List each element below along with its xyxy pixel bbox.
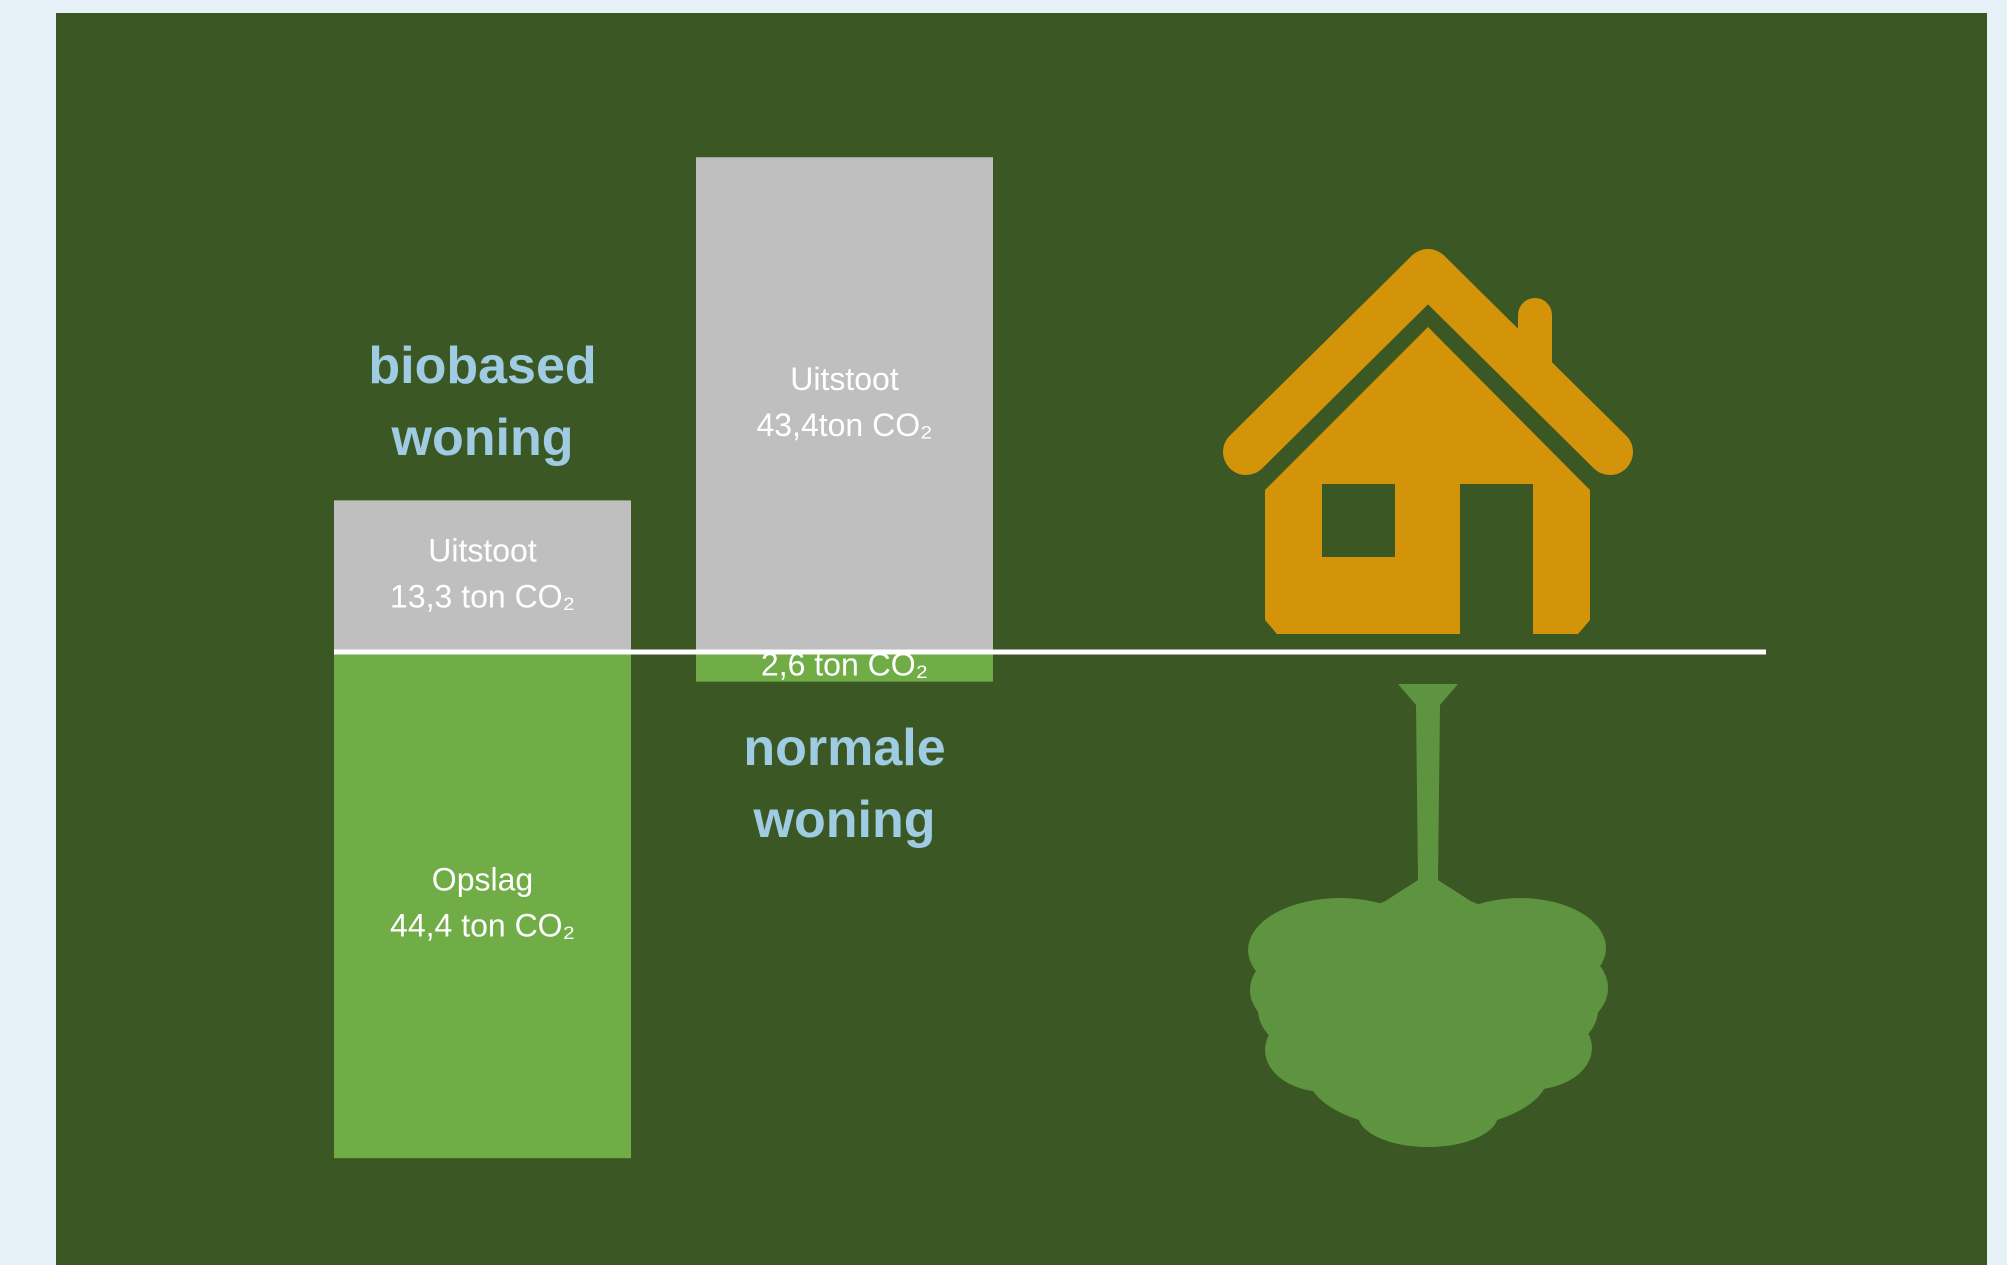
category-label: biobased woning: [368, 337, 597, 468]
value-label: 43,4ton CO₂: [756, 407, 932, 443]
category-label: normale woning: [743, 718, 946, 849]
bar: [334, 652, 631, 1159]
series-label: Uitstoot: [428, 533, 537, 569]
bar: [696, 652, 993, 682]
series-label: Opslag: [432, 862, 533, 898]
series-label: Uitstoot: [790, 361, 899, 397]
bar: [334, 500, 631, 652]
bar: [696, 157, 993, 653]
tree-icon: [1248, 684, 1608, 1147]
value-label: 13,3 ton CO₂: [390, 579, 575, 615]
house-icon: [1223, 249, 1633, 636]
value-label: 44,4 ton CO₂: [390, 908, 575, 944]
